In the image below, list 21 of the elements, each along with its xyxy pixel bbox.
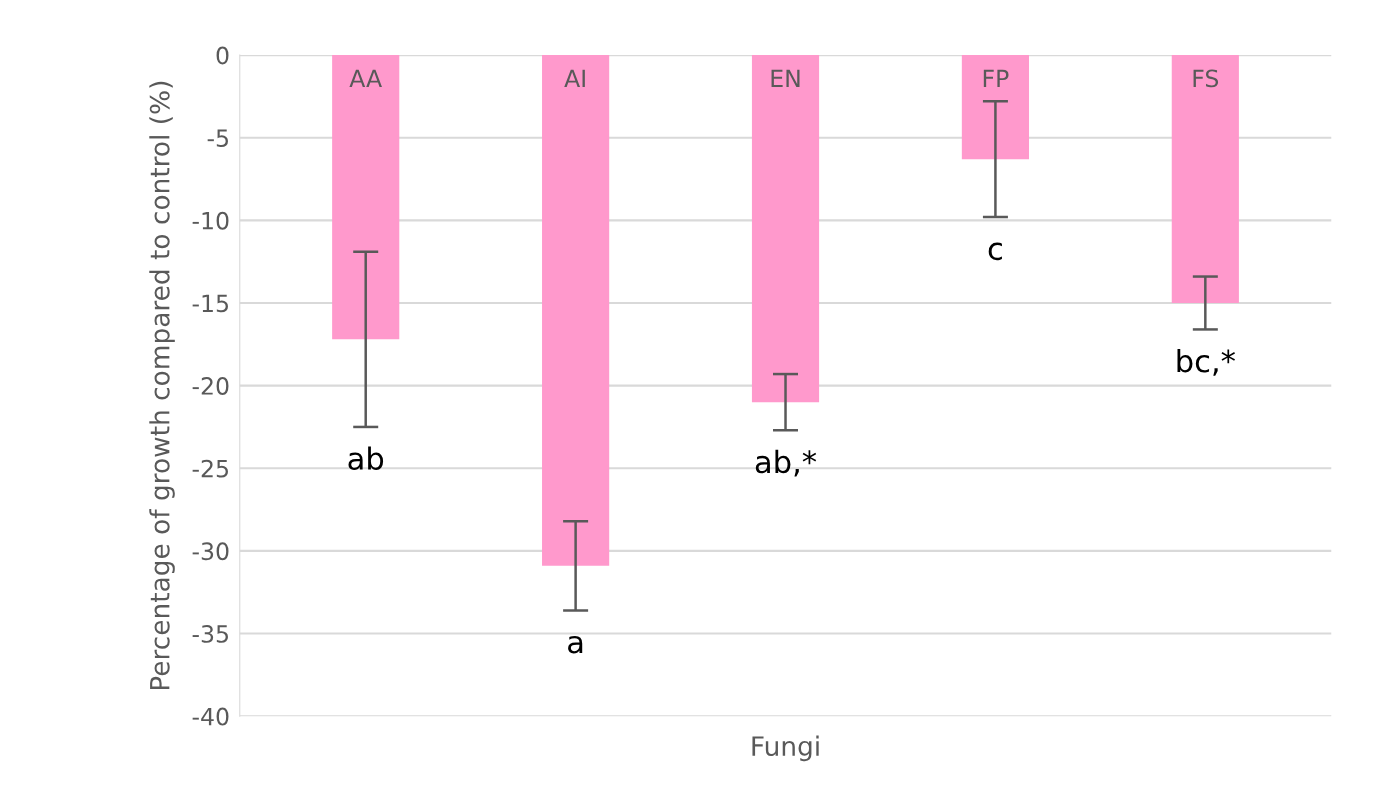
y-tick-label: -25 [192,459,228,478]
y-tick-label: -35 [192,624,228,643]
y-tick-label: -10 [192,211,229,230]
y-tick-label: -40 [192,707,229,726]
x-tick-label: EN [771,69,800,87]
x-axis-title: Fungi [752,735,819,762]
x-tick-label: AI [564,69,585,87]
y-tick-label: -5 [207,129,228,148]
annotation: bc,* [1177,348,1236,376]
x-tick-label: AA [349,69,382,87]
x-tick-label: FS [1193,69,1219,88]
annotation: c [988,242,1002,261]
y-tick-label: -20 [192,377,229,395]
y-tick-label: 0 [216,46,229,65]
y-axis-title: Percentage of growth compared to control (%) [149,81,175,690]
y-tick-label: -30 [192,542,229,561]
y-tick-label: -15 [192,294,228,313]
annotation: ab,* [755,449,817,477]
annotation: ab [348,446,384,471]
x-tick-label: FP [983,69,1009,87]
annotation: a [568,635,583,654]
